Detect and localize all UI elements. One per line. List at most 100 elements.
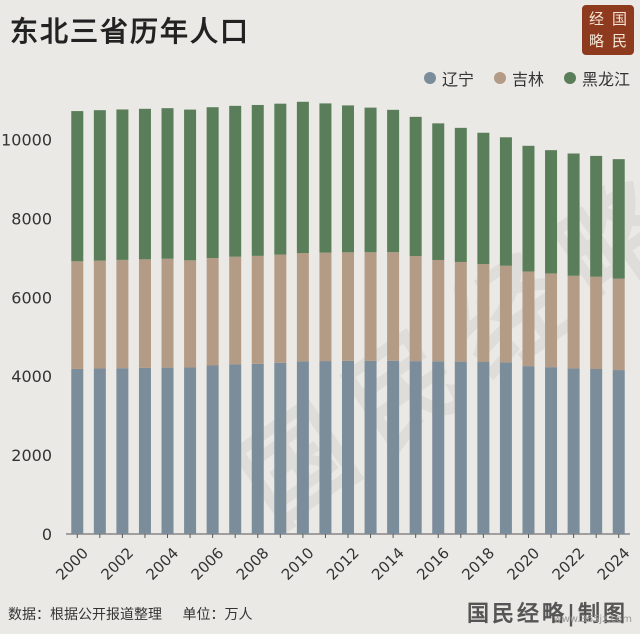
bar-segment-heilongjiang <box>274 103 287 255</box>
bar-segment-heilongjiang <box>296 101 309 254</box>
bar-segment-liaoning <box>387 360 400 534</box>
x-tick-label: 2004 <box>143 544 183 584</box>
bar-segment-jilin <box>364 252 377 361</box>
x-tick-label: 2006 <box>188 544 228 584</box>
x-tick-label: 2000 <box>52 544 92 584</box>
legend-item-jilin: 吉林 <box>493 66 544 90</box>
bar-segment-heilongjiang <box>138 108 151 260</box>
y-tick-label: 0 <box>42 525 52 544</box>
bar-segment-heilongjiang <box>387 109 400 253</box>
y-tick-label: 10000 <box>1 130 52 149</box>
bar-segment-liaoning <box>454 361 467 534</box>
bar-segment-jilin <box>274 254 287 363</box>
bar-segment-heilongjiang <box>93 110 106 261</box>
bar-segment-liaoning <box>522 366 535 534</box>
site-watermark: www.365jz.com <box>553 614 632 625</box>
bar-segment-heilongjiang <box>206 107 219 259</box>
bar-segment-heilongjiang <box>567 153 580 276</box>
bar-segment-jilin <box>612 278 625 371</box>
bar-segment-heilongjiang <box>116 109 129 260</box>
logo-char: 民 <box>611 32 627 50</box>
legend-item-liaoning: 辽宁 <box>423 66 474 90</box>
bar-segment-jilin <box>138 259 151 368</box>
y-tick-label: 8000 <box>11 209 52 228</box>
bar-segment-liaoning <box>116 368 129 534</box>
legend-dot-liaoning <box>423 72 436 84</box>
bar-segment-liaoning <box>251 363 264 534</box>
brand-signature: 国民经略|制图 <box>466 601 628 627</box>
bar-segment-liaoning <box>93 368 106 534</box>
bar-segment-heilongjiang <box>184 109 197 261</box>
legend-label-liaoning: 辽宁 <box>441 70 474 89</box>
x-tick-label: 2016 <box>413 544 453 584</box>
legend-label-jilin: 吉林 <box>511 70 544 89</box>
bar-segment-liaoning <box>71 368 84 534</box>
bar-segment-liaoning <box>590 369 603 534</box>
bar-segment-jilin <box>71 261 84 369</box>
bar-segment-jilin <box>251 255 264 364</box>
bar-segment-heilongjiang <box>342 105 354 253</box>
x-tick-label: 2022 <box>549 544 589 584</box>
source-note: 数据：根据公开报道整理 <box>8 607 162 623</box>
bar-segment-jilin <box>319 252 332 362</box>
chart-legend: 辽宁 吉林 黑龙江 <box>423 66 630 90</box>
brand-logo: 经 国 略 民 <box>582 5 634 55</box>
bar-segment-heilongjiang <box>409 116 422 257</box>
bar-segment-jilin <box>499 265 512 363</box>
page-title: 东北三省历年人口 <box>10 15 251 48</box>
bar-segment-liaoning <box>161 367 174 534</box>
bar-segment-liaoning <box>319 361 332 534</box>
legend-dot-heilongjiang <box>563 72 576 84</box>
y-tick-label: 6000 <box>11 288 52 307</box>
bar-segment-liaoning <box>364 360 377 534</box>
logo-char: 经 <box>588 10 604 28</box>
bar-segment-jilin <box>184 260 197 368</box>
bar-segment-liaoning <box>342 360 354 534</box>
bar-segment-heilongjiang <box>612 159 625 279</box>
bar-segment-liaoning <box>296 361 309 534</box>
bar-segment-jilin <box>161 258 174 368</box>
bar-segment-jilin <box>432 259 445 362</box>
bar-segment-jilin <box>342 252 354 361</box>
bar-segment-jilin <box>477 264 490 363</box>
bar-segment-liaoning <box>274 362 287 534</box>
bar-segment-heilongjiang <box>432 123 445 260</box>
bar-segment-heilongjiang <box>477 132 490 265</box>
bar-segment-jilin <box>296 253 309 362</box>
x-tick-label: 2008 <box>233 544 273 584</box>
bar-segment-jilin <box>454 261 467 362</box>
bar-segment-jilin <box>409 256 422 362</box>
bar-segment-heilongjiang <box>71 111 84 262</box>
bar-segment-jilin <box>545 273 558 368</box>
bar-segment-jilin <box>522 271 535 367</box>
bar-segment-heilongjiang <box>251 104 264 256</box>
y-tick-label: 2000 <box>11 446 52 465</box>
bar-segment-jilin <box>229 256 242 365</box>
bar-segment-heilongjiang <box>522 145 535 272</box>
bar-segment-liaoning <box>477 362 490 534</box>
legend-label-heilongjiang: 黑龙江 <box>581 70 630 89</box>
legend-item-heilongjiang: 黑龙江 <box>563 66 630 90</box>
x-tick-label: 2002 <box>97 544 137 584</box>
bar-segment-liaoning <box>567 368 580 534</box>
x-tick-label: 2020 <box>503 544 543 584</box>
bar-segment-heilongjiang <box>545 150 558 274</box>
logo-char: 国 <box>611 10 627 28</box>
bar-segment-liaoning <box>545 367 558 534</box>
legend-dot-jilin <box>493 72 506 84</box>
x-tick-label: 2024 <box>594 544 634 584</box>
bar-segment-heilongjiang <box>319 103 332 253</box>
bar-segment-heilongjiang <box>364 107 377 253</box>
unit-note: 单位：万人 <box>182 607 253 623</box>
bar-segment-liaoning <box>612 370 625 534</box>
bar-segment-heilongjiang <box>229 105 242 257</box>
x-tick-label: 2012 <box>323 544 363 584</box>
bar-segment-liaoning <box>184 367 197 534</box>
bar-segment-liaoning <box>409 361 422 534</box>
bar-segment-jilin <box>590 276 603 370</box>
x-tick-label: 2018 <box>458 544 498 584</box>
footer-notes: 数据：根据公开报道整理 单位：万人 <box>8 604 252 624</box>
x-tick-label: 2010 <box>278 544 318 584</box>
bar-segment-jilin <box>567 275 580 369</box>
bar-segment-jilin <box>387 252 400 361</box>
